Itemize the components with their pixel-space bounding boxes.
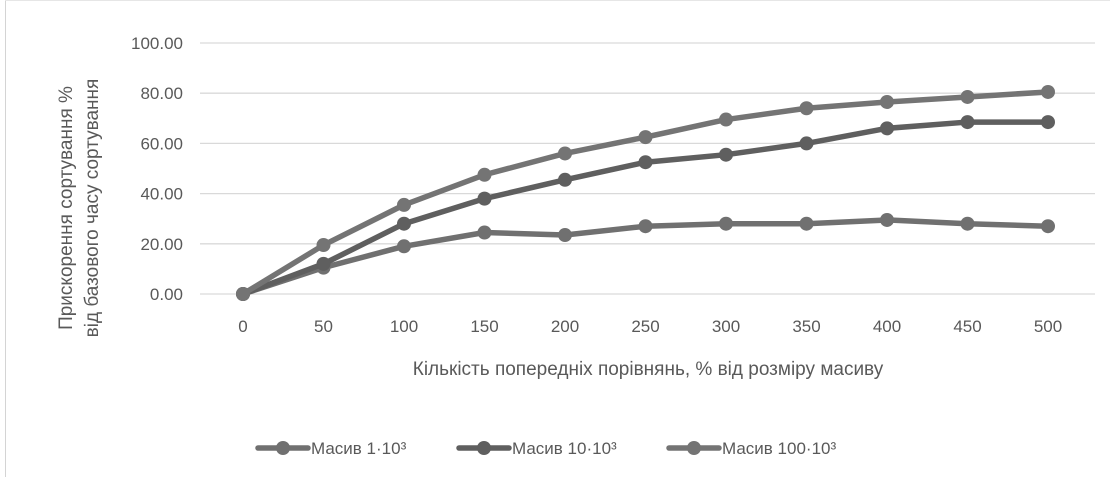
data-point bbox=[960, 89, 975, 104]
data-point bbox=[719, 147, 733, 162]
x-tick-label: 0 bbox=[238, 317, 247, 336]
data-point bbox=[799, 136, 814, 151]
legend-label: Масив 10·10³ bbox=[512, 439, 617, 458]
data-point bbox=[880, 94, 894, 109]
legend-entry-2: Масив 10·10³ bbox=[456, 439, 617, 458]
axis-titles: Кількість попередніх порівнянь, % від ро… bbox=[56, 79, 884, 380]
series-line bbox=[240, 119, 1051, 297]
data-point bbox=[558, 228, 572, 243]
data-point bbox=[477, 225, 492, 240]
x-tick-label: 150 bbox=[470, 317, 498, 336]
legend-label: Масив 100·10³ bbox=[722, 439, 836, 458]
legend-label: Масив 1·10³ bbox=[311, 439, 407, 458]
series-1 bbox=[236, 212, 1055, 301]
data-point bbox=[397, 239, 411, 254]
data-point bbox=[799, 101, 814, 116]
legend-marker bbox=[477, 441, 491, 455]
x-tick-label: 350 bbox=[792, 317, 820, 336]
y-tick-label: 0.00 bbox=[150, 285, 183, 304]
x-tick-label: 450 bbox=[953, 317, 981, 336]
x-tick-label: 400 bbox=[873, 317, 901, 336]
y-tick-label: 20.00 bbox=[140, 235, 183, 254]
data-point bbox=[880, 121, 894, 136]
data-point bbox=[1041, 219, 1055, 234]
data-point bbox=[397, 197, 411, 212]
y-axis-title-line-2: від базового часу сортування bbox=[82, 79, 103, 338]
x-tick-label: 500 bbox=[1034, 317, 1062, 336]
x-axis-tick-labels: 0 50 100 150 200 250 300 350 400 450 500 bbox=[238, 317, 1062, 336]
frame-border-left bbox=[5, 0, 6, 477]
y-tick-label: 100.00 bbox=[131, 34, 183, 53]
x-tick-label: 300 bbox=[712, 317, 740, 336]
legend-marker bbox=[276, 441, 290, 455]
data-point bbox=[1041, 84, 1055, 99]
y-tick-label: 80.00 bbox=[140, 84, 183, 103]
data-point bbox=[236, 287, 250, 301]
data-point bbox=[638, 155, 653, 170]
y-tick-label: 60.00 bbox=[140, 134, 183, 153]
data-point bbox=[638, 219, 653, 234]
x-tick-label: 50 bbox=[314, 317, 333, 336]
legend-entry-3: Масив 100·10³ bbox=[666, 439, 836, 458]
data-point bbox=[719, 216, 733, 231]
data-point bbox=[1041, 115, 1055, 130]
y-axis-tick-labels: 0.00 20.00 40.00 60.00 80.00 100.00 bbox=[131, 34, 183, 304]
data-point bbox=[799, 216, 814, 231]
data-point bbox=[960, 216, 975, 231]
legend-marker bbox=[687, 441, 701, 455]
series-lines bbox=[236, 84, 1055, 301]
data-point bbox=[719, 112, 733, 127]
legend: Масив 1·10³ Масив 10·10³ Масив 100·10³ bbox=[255, 439, 836, 458]
data-point bbox=[880, 212, 894, 227]
data-point bbox=[960, 115, 975, 130]
x-tick-label: 250 bbox=[631, 317, 659, 336]
data-point bbox=[477, 167, 492, 182]
frame-border-top bbox=[5, 0, 1110, 1]
legend-entry-1: Масив 1·10³ bbox=[255, 439, 407, 458]
data-point bbox=[316, 238, 331, 253]
data-point bbox=[397, 216, 411, 231]
series-3 bbox=[236, 84, 1055, 301]
x-axis-title: Кількість попередніх порівнянь, % від ро… bbox=[413, 359, 884, 380]
data-point bbox=[477, 191, 492, 206]
data-point bbox=[558, 172, 572, 187]
x-tick-label: 100 bbox=[390, 317, 418, 336]
data-point bbox=[558, 146, 572, 161]
x-tick-label: 200 bbox=[551, 317, 579, 336]
y-tick-label: 40.00 bbox=[140, 185, 183, 204]
data-point bbox=[638, 130, 653, 145]
series-2 bbox=[236, 115, 1055, 301]
data-point bbox=[316, 256, 331, 271]
y-axis-title-line-1: Прискорення сортування % bbox=[56, 86, 77, 330]
